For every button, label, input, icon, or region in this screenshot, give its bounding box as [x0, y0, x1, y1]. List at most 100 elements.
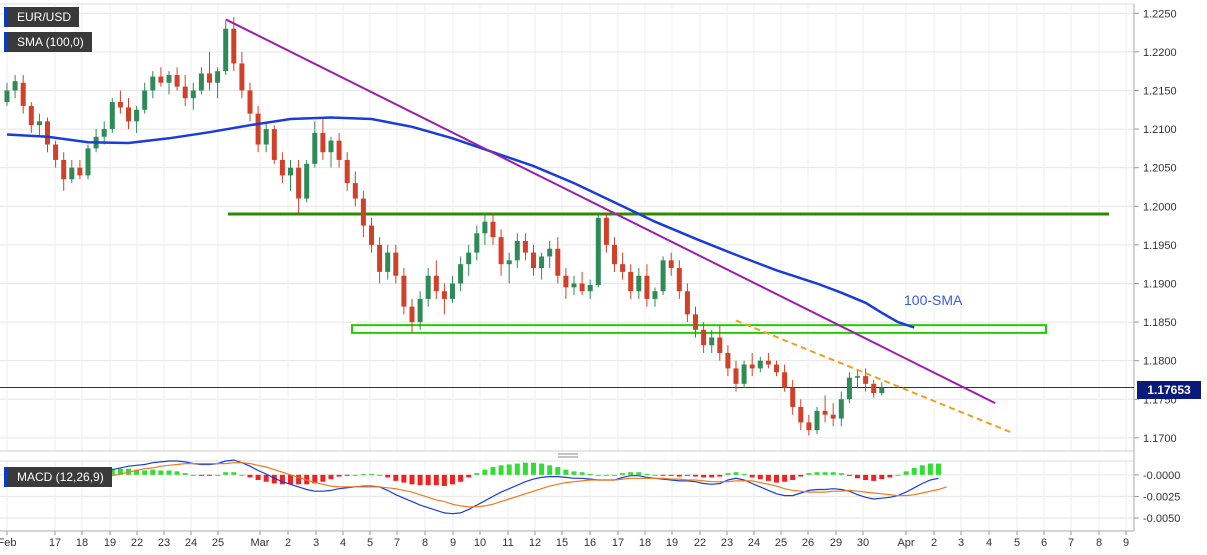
candle-body: [360, 198, 366, 226]
sma-indicator-label[interactable]: SMA (100,0): [4, 32, 92, 52]
candle-body: [231, 28, 237, 64]
candle-body: [4, 90, 10, 103]
support-zone: [351, 324, 1047, 334]
macd-histogram-bar: [150, 469, 156, 475]
macd-histogram-bar: [879, 474, 885, 480]
time-tick-label: 23: [721, 537, 733, 549]
macd-histogram-bar: [603, 474, 609, 476]
price-plot-area: [0, 4, 1134, 451]
symbol-label[interactable]: EUR/USD: [4, 7, 80, 27]
time-tick-label: 25: [212, 537, 224, 549]
macd-histogram-bar: [417, 474, 423, 486]
macd-histogram-bar: [846, 474, 852, 476]
candle-body: [296, 167, 302, 199]
macd-histogram-bar: [806, 473, 812, 475]
time-tick-label: 26: [802, 537, 814, 549]
price-tick-label: 1.1950: [1143, 240, 1177, 252]
candle-body: [288, 167, 293, 176]
macd-histogram-bar: [765, 474, 771, 481]
macd-histogram-bar: [919, 465, 925, 475]
candle-body: [417, 298, 423, 323]
macd-histogram-bar: [393, 474, 399, 481]
candle-body: [555, 248, 561, 276]
price-tick-label: 1.2100: [1143, 124, 1177, 136]
candle-body: [239, 63, 245, 91]
macd-histogram-bar: [693, 474, 698, 477]
macd-histogram-bar: [522, 462, 528, 475]
candle-body: [223, 28, 229, 72]
candle-body: [603, 217, 609, 245]
candle-body: [684, 291, 690, 315]
candle-body: [709, 337, 715, 346]
macd-histogram-bar: [838, 473, 844, 475]
macd-histogram-bar: [936, 463, 941, 475]
time-tick-label: 5: [1014, 537, 1020, 549]
candle-body: [855, 376, 860, 378]
candle-body: [77, 167, 83, 176]
sma-annotation: 100-SMA: [904, 292, 963, 308]
macd-histogram-bar: [628, 472, 634, 475]
last-price-badge: 1.17653: [1137, 381, 1201, 399]
macd-tick-label: -0.0025: [1143, 491, 1180, 503]
candle-body: [12, 81, 18, 91]
time-tick-label: 4: [986, 537, 992, 549]
time-tick-label: 8: [1096, 537, 1102, 549]
candle-body: [506, 260, 512, 265]
macd-histogram-bar: [385, 474, 391, 478]
macd-histogram-bar: [741, 473, 747, 475]
candle-body: [490, 221, 496, 238]
macd-histogram-bar: [409, 474, 415, 485]
candle-body: [134, 109, 140, 122]
candle-body: [790, 387, 796, 407]
candle-body: [806, 422, 812, 431]
macd-histogram-bar: [109, 468, 115, 475]
candle-body: [85, 148, 91, 176]
macd-histogram-bar: [182, 473, 188, 475]
macd-histogram-bar: [296, 474, 302, 485]
time-tick-label: Apr: [897, 537, 914, 549]
macd-histogram-bar: [336, 474, 342, 477]
macd-histogram-bar: [466, 474, 472, 478]
macd-histogram-bar: [263, 474, 269, 482]
macd-histogram-bar: [190, 474, 196, 476]
time-tick-label: 24: [748, 537, 760, 549]
time-tick-label: 4: [340, 537, 346, 549]
macd-histogram-bar: [223, 472, 229, 475]
macd-histogram-bar: [871, 474, 877, 481]
macd-histogram-bar: [288, 474, 293, 485]
time-tick-label: 17: [49, 537, 61, 549]
candle-body: [117, 102, 123, 108]
candle-body: [198, 73, 204, 91]
macd-histogram-bar: [279, 474, 285, 485]
candle-body: [717, 337, 723, 353]
macd-histogram-bar: [660, 474, 666, 476]
candle-body: [441, 291, 447, 299]
macd-histogram-bar: [547, 465, 553, 475]
macd-histogram-bar: [498, 465, 504, 475]
candle-body: [425, 275, 431, 299]
macd-histogram-bar: [644, 473, 650, 475]
macd-histogram-bar: [798, 474, 804, 477]
macd-histogram-bar: [433, 474, 439, 486]
candle-body: [676, 268, 682, 292]
macd-histogram-bar: [595, 474, 601, 476]
sma-100-line: [6, 116, 915, 329]
time-tick-label: 22: [694, 537, 706, 549]
candle-body: [401, 275, 407, 307]
candle-body: [693, 314, 698, 330]
macd-histogram-bar: [927, 463, 933, 475]
macd-histogram-bar: [514, 463, 520, 475]
time-tick-label: 16: [584, 537, 596, 549]
candle-body: [652, 291, 658, 299]
macd-histogram-bar: [474, 473, 480, 475]
candle-body: [385, 252, 391, 272]
time-tick-label: 23: [158, 537, 170, 549]
price-tick-label: 1.1700: [1143, 433, 1177, 445]
candle-body: [765, 360, 771, 365]
price-tick-label: 1.2000: [1143, 201, 1177, 213]
macd-histogram-bar: [636, 472, 642, 475]
macd-indicator-label[interactable]: MACD (12,26,9): [4, 467, 112, 487]
price-tick-label: 1.2250: [1143, 8, 1177, 20]
time-tick-label: 17: [612, 537, 624, 549]
macd-histogram-bar: [506, 464, 512, 475]
